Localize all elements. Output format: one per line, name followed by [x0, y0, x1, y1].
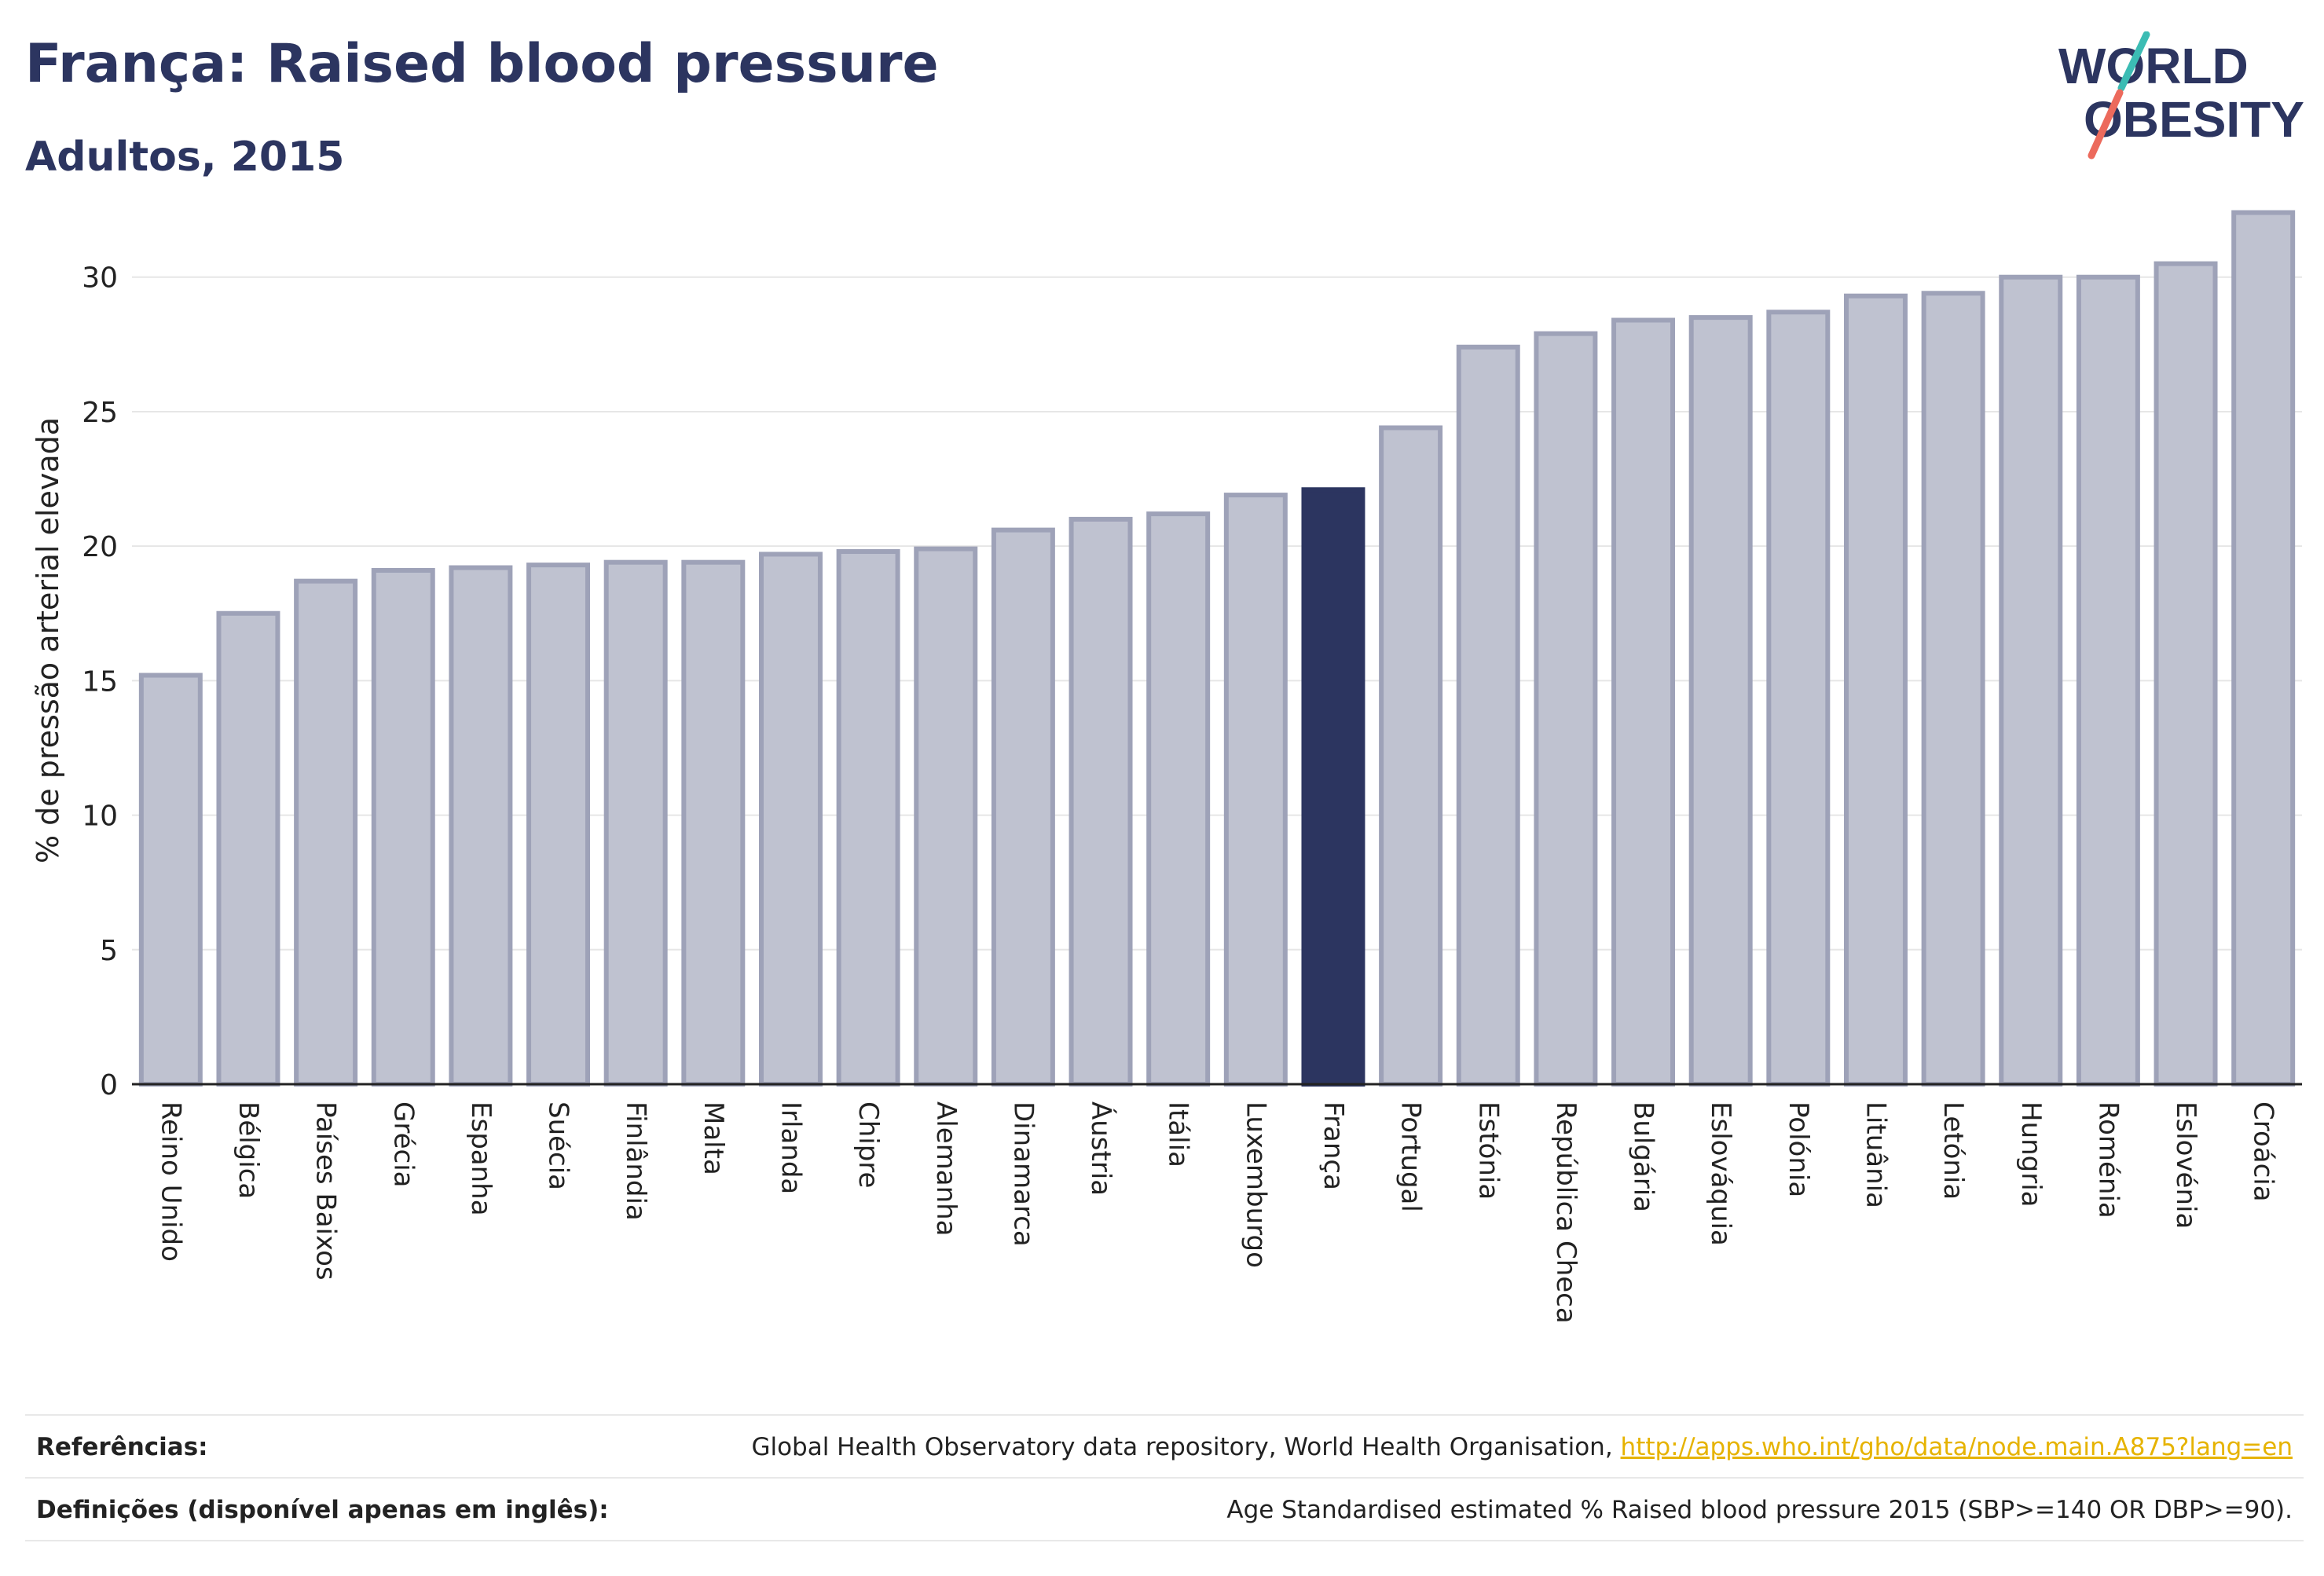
bar-21[interactable] [1766, 310, 1831, 1087]
bar-5[interactable] [526, 563, 591, 1087]
bar-19[interactable] [1611, 317, 1676, 1087]
x-tick-label: Croácia [2248, 1101, 2279, 1202]
bar-4[interactable] [449, 565, 513, 1087]
definitions-value: Age Standardised estimated % Raised bloo… [1226, 1496, 2293, 1524]
y-axis-label: % de pressão arterial elevada [31, 417, 65, 863]
bar-27[interactable] [2231, 210, 2296, 1087]
bar-11[interactable] [991, 527, 1055, 1087]
bar-15[interactable] [1301, 487, 1365, 1087]
world-obesity-logo: WORLD OBESITY [2058, 31, 2304, 159]
y-tick-label: 0 [100, 1069, 118, 1101]
x-axis-tick-labels: Reino Unido Bélgica Países Baixos Grécia Esp… [155, 1101, 2278, 1324]
references-text: Global Health Observatory data repositor… [751, 1433, 1621, 1461]
bar-14[interactable] [1223, 493, 1288, 1087]
bar-16[interactable] [1379, 425, 1443, 1087]
definitions-label: Definições (disponível apenas em inglês)… [36, 1496, 609, 1524]
x-tick-label: Irlanda [775, 1101, 806, 1194]
x-tick-label: Países Baixos [310, 1101, 342, 1281]
y-tick-label: 10 [82, 801, 118, 833]
chart-subtitle: Adultos, 2015 [25, 134, 345, 181]
x-tick-label: Espanha [465, 1101, 497, 1216]
x-tick-label: Áustria [1085, 1101, 1117, 1196]
y-axis-ticks: 0 5 10 15 20 25 30 [82, 262, 118, 1101]
bar-10[interactable] [914, 546, 978, 1087]
x-tick-label: Chipre [852, 1101, 884, 1188]
x-tick-label: Itália [1163, 1101, 1194, 1167]
references-label: Referências: [36, 1433, 208, 1461]
x-tick-label: Hungria [2015, 1101, 2047, 1208]
y-tick-label: 25 [82, 397, 118, 429]
footer-references-row: Referências: Global Health Observatory d… [25, 1414, 2304, 1479]
bar-1[interactable] [216, 610, 280, 1087]
bar-12[interactable] [1069, 516, 1133, 1087]
footer-divider [25, 1540, 2304, 1541]
bar-0[interactable] [138, 673, 203, 1087]
bar-7[interactable] [681, 559, 746, 1087]
x-tick-label: Reino Unido [155, 1101, 186, 1262]
y-tick-label: 20 [82, 531, 118, 563]
x-tick-label: Eslováquia [1705, 1101, 1736, 1246]
bars [138, 210, 2296, 1087]
footer-definitions-row: Definições (disponível apenas em inglês)… [25, 1477, 2304, 1541]
x-tick-label: Portugal [1395, 1101, 1427, 1212]
x-tick-label: Letónia [1937, 1101, 1969, 1200]
bar-18[interactable] [1534, 331, 1598, 1087]
x-tick-label: Malta [698, 1101, 729, 1175]
x-tick-label: Estónia [1472, 1101, 1504, 1200]
x-tick-label: Eslovénia [2170, 1101, 2201, 1229]
bar-13[interactable] [1146, 511, 1211, 1087]
x-tick-label: Suécia [543, 1101, 574, 1190]
x-tick-label: Luxemburgo [1240, 1101, 1271, 1268]
bar-6[interactable] [603, 559, 668, 1087]
chart-title: França: Raised blood pressure [25, 33, 939, 95]
logo-slash-coral [2088, 89, 2124, 159]
y-tick-label: 5 [100, 935, 118, 967]
bar-22[interactable] [1843, 293, 1908, 1087]
bar-26[interactable] [2154, 261, 2218, 1087]
logo-text-obesity: OBESITY [2084, 91, 2304, 148]
x-tick-label: Bulgária [1628, 1101, 1659, 1212]
logo-slash-teal [2117, 31, 2150, 92]
x-tick-label: Dinamarca [1007, 1101, 1039, 1247]
x-tick-label: República Checa [1550, 1101, 1582, 1324]
bar-chart: 0 5 10 15 20 25 30 Reino Unido Bélgica Países Ba… [31, 210, 2302, 1324]
bar-25[interactable] [2076, 274, 2140, 1087]
references-value: Global Health Observatory data repositor… [751, 1433, 2293, 1461]
bar-23[interactable] [1921, 291, 1985, 1087]
bar-8[interactable] [758, 552, 823, 1087]
x-tick-label: Lituânia [1860, 1101, 1891, 1208]
x-tick-label: Finlândia [620, 1101, 651, 1221]
x-tick-label: Alemanha [930, 1101, 962, 1237]
y-tick-label: 15 [82, 665, 118, 698]
x-tick-label: Grécia [387, 1101, 419, 1187]
bar-17[interactable] [1456, 344, 1520, 1087]
references-link[interactable]: http://apps.who.int/gho/data/node.main.A… [1620, 1433, 2293, 1461]
bar-3[interactable] [371, 567, 435, 1087]
bar-20[interactable] [1688, 315, 1753, 1087]
x-tick-label: Bélgica [233, 1101, 264, 1199]
x-tick-label: Roménia [2092, 1101, 2124, 1219]
bar-24[interactable] [1999, 274, 2063, 1087]
bar-9[interactable] [836, 549, 900, 1087]
bar-2[interactable] [294, 578, 358, 1087]
x-tick-label: França [1318, 1101, 1349, 1190]
x-tick-label: Polónia [1783, 1101, 1814, 1197]
y-tick-label: 30 [82, 262, 118, 295]
logo-text-world: WORLD [2058, 38, 2249, 94]
